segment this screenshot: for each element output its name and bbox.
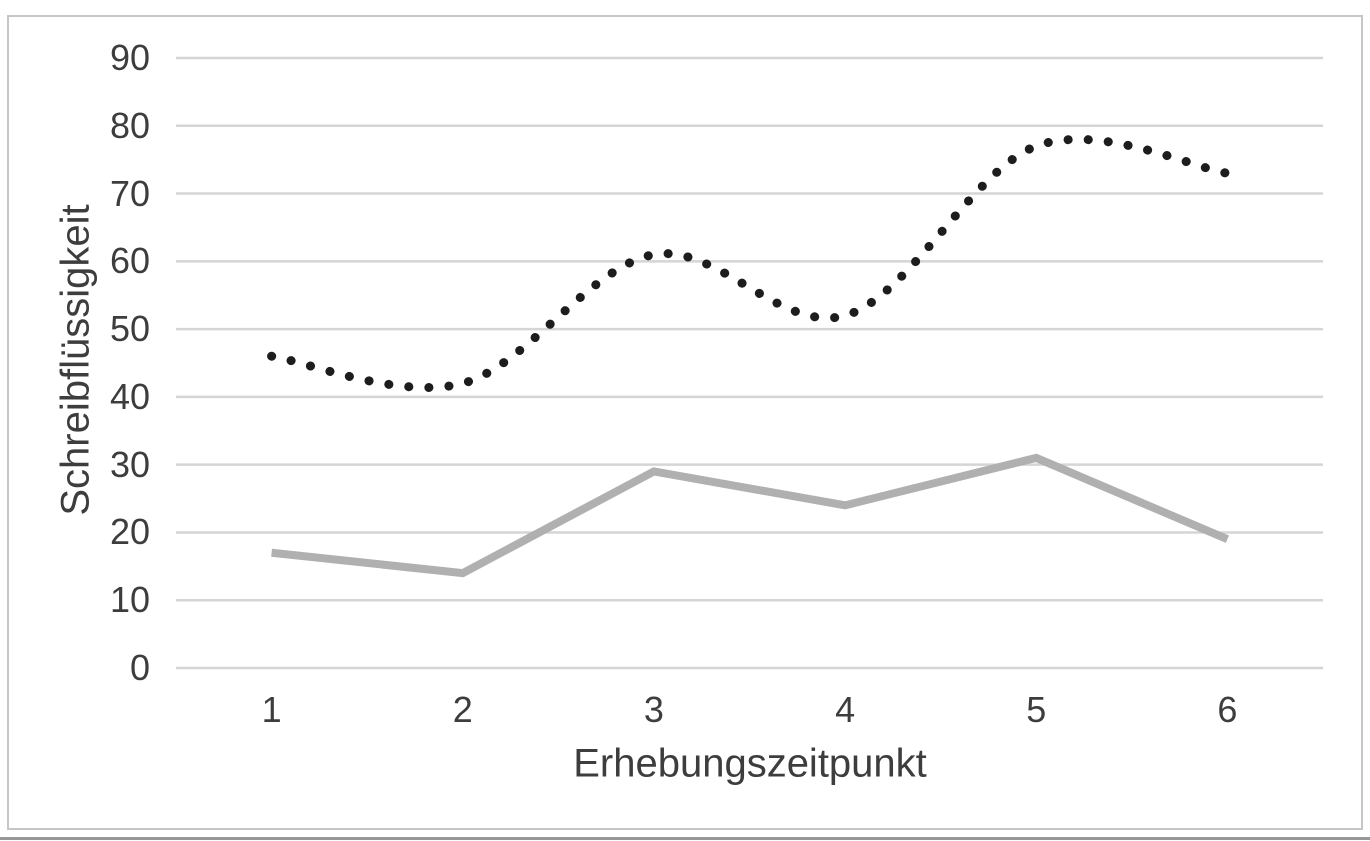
solid-gray-series-line xyxy=(271,453,1229,578)
y-tick-label-90: 90 xyxy=(109,37,150,78)
x-tick-label-5: 5 xyxy=(1026,689,1047,730)
y-tick-label-70: 70 xyxy=(109,172,150,214)
y-tick-label-20: 20 xyxy=(109,511,150,553)
y-tick-label-60: 60 xyxy=(109,240,150,282)
x-tick-label-4: 4 xyxy=(835,689,856,730)
y-tick-label-50: 50 xyxy=(109,308,150,350)
page-bottom-line xyxy=(0,837,1370,840)
x-tick-label-6: 6 xyxy=(1217,689,1238,730)
x-tick-label-3: 3 xyxy=(643,689,664,730)
y-tick-label-0: 0 xyxy=(129,647,150,688)
y-tick-label-80: 80 xyxy=(109,104,150,146)
dotted-black-series-line xyxy=(267,134,1232,392)
x-tick-label-1: 1 xyxy=(261,689,282,730)
figure-border xyxy=(7,15,1363,830)
y-tick-label-30: 30 xyxy=(109,443,150,485)
x-axis-title: Erhebungszeitpunkt xyxy=(573,741,927,786)
y-tick-label-10: 10 xyxy=(109,579,150,621)
x-tick-label-2: 2 xyxy=(452,689,473,730)
y-tick-label-40: 40 xyxy=(109,375,150,417)
